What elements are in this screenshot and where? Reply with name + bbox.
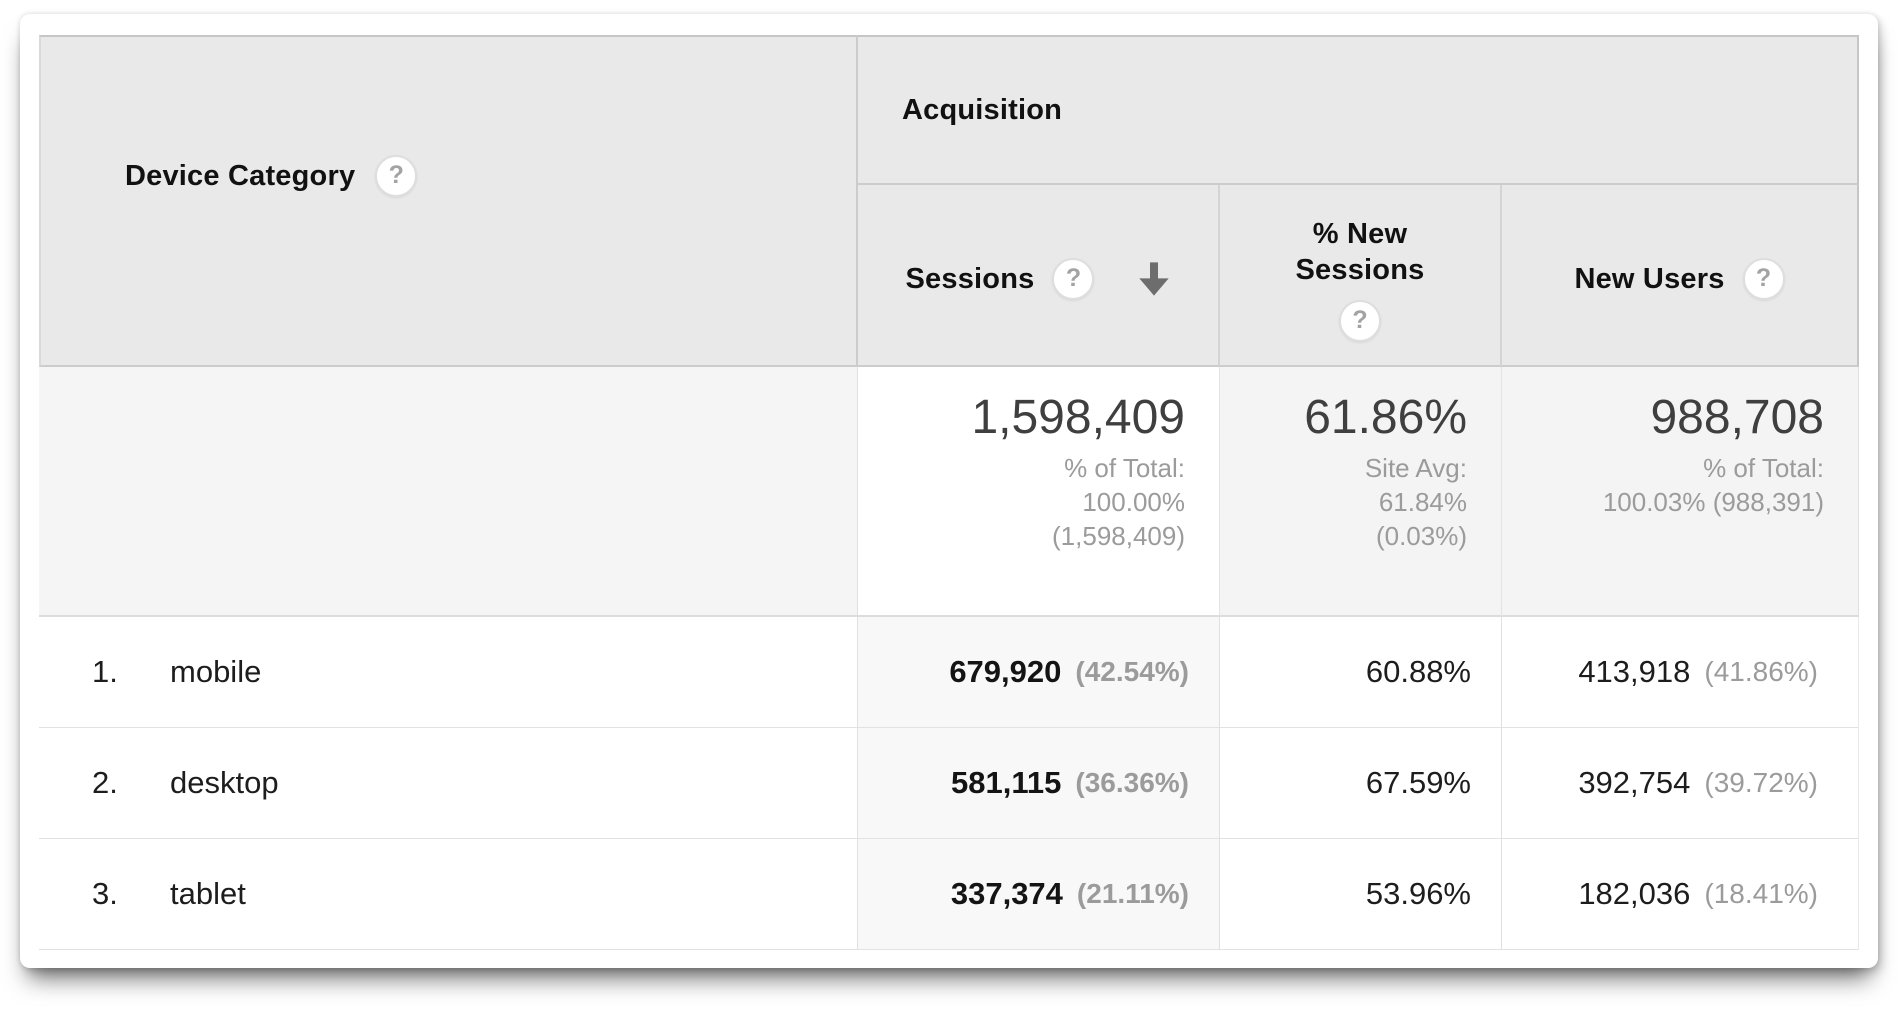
sort-descending-icon[interactable] [1138,259,1170,299]
sessions-value: 337,374 [950,876,1063,911]
new-users-percent: (41.86%) [1704,656,1818,687]
summary-new-users-subline: % of Total: [1703,453,1824,483]
table-row-new-sessions-cell: 60.88% [1220,617,1502,728]
dimension-header-label: Device Category [125,159,356,192]
summary-sessions-subline: (1,598,409) [1052,521,1185,551]
new-sessions-header-label-line1[interactable]: % New [1312,218,1408,250]
new-sessions-header-label-line2[interactable]: Sessions [1295,254,1425,286]
new-sessions-header-cell[interactable]: % New Sessions ? [1220,185,1502,367]
sessions-percent: (36.36%) [1075,767,1189,798]
row-label: mobile [170,654,262,689]
sessions-header-cell[interactable]: Sessions ? [858,185,1220,367]
table-row-new-users-cell: 413,918 (41.86%) [1502,617,1859,728]
table-row-sessions-cell: 337,374 (21.11%) [858,839,1220,950]
acquisition-header-label: Acquisition [902,93,1063,126]
sessions-value: 679,920 [949,654,1062,689]
summary-sessions-subline: % of Total: [1064,453,1185,483]
dimension-header-cell[interactable]: Device Category ? [39,35,858,367]
new-users-value: 392,754 [1578,765,1691,800]
summary-sessions-subline: 100.00% [1082,487,1185,517]
row-label: desktop [170,765,279,800]
row-rank: 2. [92,765,118,800]
summary-new-sessions-subline: Site Avg: [1364,453,1467,483]
summary-new-sessions-cell: 61.86% Site Avg: 61.84% (0.03%) [1220,367,1502,617]
summary-new-users-subline: 100.03% (988,391) [1602,487,1824,517]
new-users-value: 413,918 [1578,654,1691,689]
new-sessions-value: 60.88% [1365,654,1471,689]
table-row-new-users-cell: 392,754 (39.72%) [1502,728,1859,839]
new-sessions-help-icon[interactable]: ? [1339,300,1381,342]
table-row-new-sessions-cell: 53.96% [1220,839,1502,950]
dimension-help-icon[interactable]: ? [375,155,418,197]
new-sessions-value: 53.96% [1365,876,1471,911]
acquisition-header-cell: Acquisition [858,35,1859,185]
summary-sessions-value: 1,598,409 [971,391,1185,444]
new-users-value: 182,036 [1578,876,1691,911]
summary-sessions-cell: 1,598,409 % of Total: 100.00% (1,598,409… [858,367,1220,617]
row-rank: 3. [92,876,118,911]
table-row-dimension: 1. mobile [39,617,858,728]
sessions-percent: (42.54%) [1075,656,1189,687]
table-row-new-users-cell: 182,036 (18.41%) [1502,839,1859,950]
new-users-help-icon[interactable]: ? [1742,258,1785,300]
summary-new-users-value: 988,708 [1650,391,1824,444]
new-users-percent: (18.41%) [1704,878,1818,909]
new-users-percent: (39.72%) [1704,767,1818,798]
analytics-table: Device Category ? Acquisition Sessions ?… [39,35,1859,950]
row-rank: 1. [92,654,118,689]
new-users-header-cell[interactable]: New Users ? [1502,185,1859,367]
row-label: tablet [170,876,246,911]
summary-new-sessions-subline: 61.84% [1378,487,1467,517]
table-row-sessions-cell: 581,115 (36.36%) [858,728,1220,839]
sessions-help-icon[interactable]: ? [1052,258,1095,300]
table-row-dimension: 3. tablet [39,839,858,950]
summary-new-users-cell: 988,708 % of Total: 100.03% (988,391) [1502,367,1859,617]
table-row-sessions-cell: 679,920 (42.54%) [858,617,1220,728]
sessions-value: 581,115 [951,765,1062,800]
summary-new-sessions-subline: (0.03%) [1375,521,1467,551]
new-users-header-label[interactable]: New Users [1574,262,1725,295]
screenshot-card: Device Category ? Acquisition Sessions ?… [20,14,1878,968]
new-sessions-value: 67.59% [1365,765,1471,800]
summary-dimension-cell [39,367,858,617]
table-row-dimension: 2. desktop [39,728,858,839]
sessions-header-label[interactable]: Sessions [905,262,1035,295]
table-row-new-sessions-cell: 67.59% [1220,728,1502,839]
sessions-percent: (21.11%) [1076,878,1189,909]
summary-new-sessions-value: 61.86% [1304,391,1467,444]
